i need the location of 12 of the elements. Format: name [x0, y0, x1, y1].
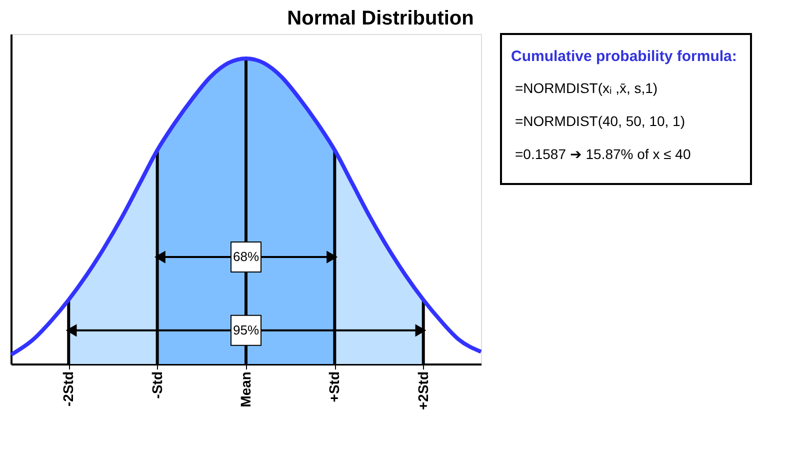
x-tick-label: +Std — [326, 372, 342, 402]
text: =NORMDIST(xᵢ ,x̄, s,1) — [515, 80, 658, 96]
annotation: 68% — [232, 249, 260, 264]
x-tick-label: Mean — [238, 372, 254, 408]
annotation: 95% — [232, 322, 260, 338]
x-tick-label: -2Std — [60, 372, 76, 406]
text: =NORMDIST(40, 50, 10, 1) — [515, 113, 686, 129]
text: =0.1587 ➔ 15.87% of x ≤ 40 — [515, 146, 691, 162]
x-tick-label: +2Std — [414, 372, 431, 410]
text: Cumulative probability formula: — [511, 48, 737, 65]
chart-title: Normal Distribution — [287, 8, 474, 30]
x-tick-label: -Std — [148, 372, 165, 399]
